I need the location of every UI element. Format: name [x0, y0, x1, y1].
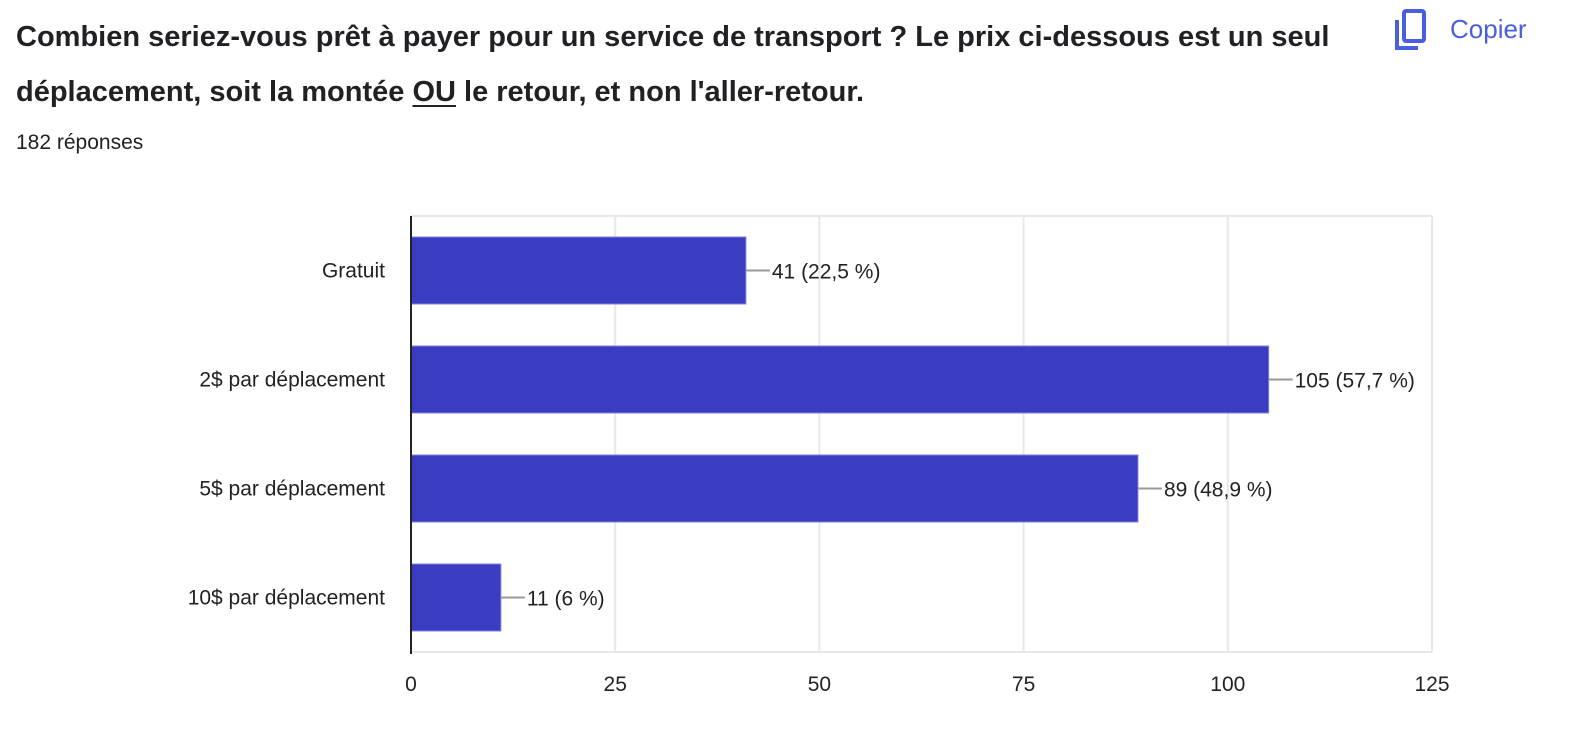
- title-text-end: le retour, et non l'aller-retour.: [455, 76, 865, 108]
- title-text: Combien seriez-vous prêt à payer pour un…: [16, 21, 1330, 108]
- bar: [410, 563, 502, 632]
- x-tick-label: 25: [604, 673, 627, 696]
- data-label: 89 (48,9 %): [1164, 479, 1273, 502]
- category-label: 2$ par déplacement: [199, 369, 385, 392]
- copy-button[interactable]: Copier: [1394, 8, 1527, 50]
- title-underlined: OU: [412, 76, 456, 108]
- x-tick-label: 75: [1012, 673, 1035, 696]
- bar: [410, 345, 1270, 414]
- x-tick-label: 125: [1414, 673, 1449, 696]
- x-tick-label: 50: [808, 673, 831, 696]
- question-title: Combien seriez-vous prêt à payer pour un…: [16, 10, 1366, 120]
- copy-icon: [1395, 9, 1426, 50]
- category-label: Gratuit: [322, 260, 385, 283]
- x-tick-label: 0: [405, 673, 417, 696]
- bar: [410, 454, 1139, 523]
- bar: [410, 236, 747, 305]
- copy-label: Copier: [1450, 13, 1527, 44]
- data-label: 41 (22,5 %): [772, 261, 881, 284]
- category-label: 5$ par déplacement: [199, 478, 385, 501]
- data-label: 11 (6 %): [527, 588, 605, 611]
- data-label: 105 (57,7 %): [1295, 370, 1415, 393]
- x-tick-label: 100: [1210, 673, 1245, 696]
- response-count: 182 réponses: [16, 131, 144, 154]
- category-label: 10$ par déplacement: [188, 587, 385, 610]
